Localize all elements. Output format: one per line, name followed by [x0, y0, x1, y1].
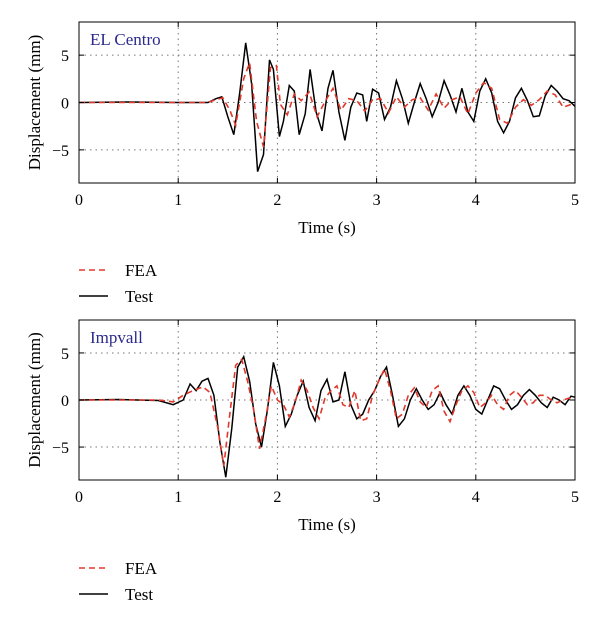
x-tick-label: 5 — [571, 489, 579, 506]
legend-label-fea: FEA — [125, 559, 158, 578]
panel-title: EL Centro — [90, 30, 161, 49]
x-tick-label: 3 — [373, 489, 381, 506]
y-tick-label: 0 — [61, 393, 69, 410]
y-tick-label: 5 — [61, 48, 69, 65]
x-tick-label: 1 — [174, 192, 182, 209]
x-tick-label: 2 — [273, 489, 281, 506]
x-tick-label: 4 — [472, 489, 480, 506]
legend: FEA Test — [79, 559, 158, 604]
x-tick-label: 4 — [472, 192, 480, 209]
x-tick-label: 2 — [273, 192, 281, 209]
panel-title: Impvall — [90, 328, 143, 347]
legend-label-fea: FEA — [125, 261, 158, 280]
x-axis-label: Time (s) — [298, 218, 355, 237]
chart-panel-2: 0 1 2 3 4 5 −5 0 5 Time (s) Displacement (mm) Impva… — [25, 319, 579, 604]
x-tick-label: 1 — [174, 489, 182, 506]
chart-panel-1: 0 1 2 3 4 5 −5 0 5 Time (s) Displacement (mm) EL Ce… — [25, 21, 579, 306]
y-tick-label: −5 — [52, 440, 69, 457]
y-tick-label: 0 — [61, 96, 69, 113]
series-line-test — [78, 354, 576, 478]
x-tick-label: 0 — [75, 192, 83, 209]
y-tick-label: −5 — [52, 143, 69, 160]
x-tick-label: 3 — [373, 192, 381, 209]
y-tick-label: 5 — [61, 346, 69, 363]
y-axis-label: Displacement (mm) — [25, 332, 44, 468]
series-line-test — [78, 42, 576, 172]
x-axis-label: Time (s) — [298, 515, 355, 534]
x-tick-label: 5 — [571, 192, 579, 209]
x-tick-label: 0 — [75, 489, 83, 506]
series-line-fea — [79, 62, 576, 148]
series-line-fea — [79, 357, 576, 467]
legend: FEA Test — [79, 261, 158, 306]
y-axis-label: Displacement (mm) — [25, 35, 44, 171]
legend-label-test: Test — [125, 585, 153, 604]
legend-label-test: Test — [125, 287, 153, 306]
